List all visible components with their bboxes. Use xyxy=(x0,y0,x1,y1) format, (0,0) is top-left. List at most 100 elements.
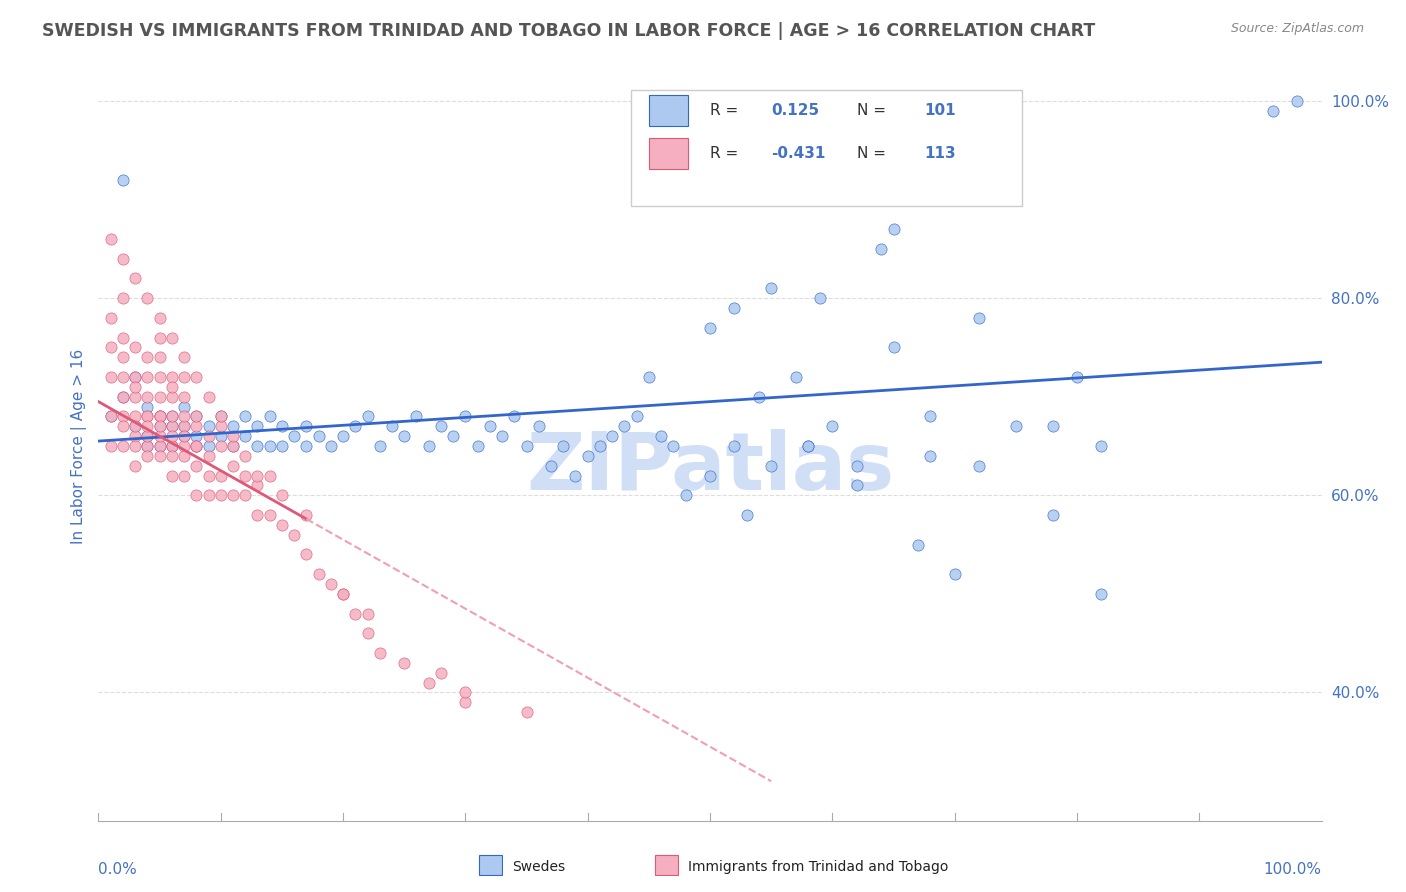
Point xyxy=(136,429,159,443)
Point xyxy=(197,468,219,483)
Point xyxy=(430,665,453,680)
Point xyxy=(124,340,146,354)
Point xyxy=(111,390,134,404)
Point xyxy=(100,232,122,246)
Point xyxy=(136,419,159,434)
Point xyxy=(259,468,281,483)
Point xyxy=(209,419,232,434)
Point xyxy=(160,380,183,394)
Point xyxy=(197,439,219,453)
Point xyxy=(186,429,208,443)
Point xyxy=(173,409,195,424)
Point xyxy=(246,468,269,483)
Point xyxy=(699,468,721,483)
Point xyxy=(124,439,146,453)
Point xyxy=(197,449,219,463)
Point xyxy=(186,419,208,434)
Point xyxy=(100,340,122,354)
Point xyxy=(111,330,134,344)
Point xyxy=(283,429,305,443)
Point xyxy=(173,419,195,434)
Point xyxy=(124,370,146,384)
Point xyxy=(675,488,697,502)
Point xyxy=(149,390,172,404)
Point xyxy=(418,439,440,453)
Point xyxy=(186,439,208,453)
Point xyxy=(356,607,378,621)
Point xyxy=(270,517,294,532)
Point xyxy=(136,390,159,404)
Point xyxy=(1004,419,1026,434)
Point xyxy=(136,449,159,463)
Point xyxy=(124,458,146,473)
Point xyxy=(100,409,122,424)
Point xyxy=(246,478,269,492)
Text: 0.0%: 0.0% xyxy=(98,862,138,877)
Point xyxy=(197,488,219,502)
Point xyxy=(1090,587,1112,601)
Point xyxy=(173,439,195,453)
Point xyxy=(392,429,416,443)
Point xyxy=(149,409,172,424)
Point xyxy=(124,271,146,285)
Point xyxy=(222,488,245,502)
Point xyxy=(246,508,269,522)
Text: N =: N = xyxy=(856,145,896,161)
Point xyxy=(149,449,172,463)
Point xyxy=(136,409,159,424)
Point xyxy=(368,439,391,453)
Point xyxy=(723,439,745,453)
Point xyxy=(111,351,134,365)
Point xyxy=(626,409,648,424)
Point xyxy=(259,409,281,424)
Point xyxy=(173,468,195,483)
Point xyxy=(381,419,404,434)
Point xyxy=(344,419,367,434)
Point xyxy=(111,439,134,453)
Point xyxy=(222,439,245,453)
Point xyxy=(173,419,195,434)
Point xyxy=(392,656,416,670)
Point xyxy=(491,429,513,443)
Point xyxy=(197,419,219,434)
Point xyxy=(173,429,195,443)
Point xyxy=(149,429,172,443)
Point xyxy=(748,390,770,404)
Point xyxy=(124,370,146,384)
Point xyxy=(1261,103,1284,118)
Text: R =: R = xyxy=(710,103,748,118)
Point xyxy=(160,449,183,463)
Point xyxy=(418,675,440,690)
FancyBboxPatch shape xyxy=(648,95,688,126)
Point xyxy=(515,705,537,719)
Point xyxy=(173,351,195,365)
Point xyxy=(259,439,281,453)
Point xyxy=(149,419,172,434)
Point xyxy=(845,478,868,492)
Point xyxy=(454,409,477,424)
FancyBboxPatch shape xyxy=(630,90,1022,206)
Point xyxy=(308,567,330,582)
Point xyxy=(564,468,586,483)
Point xyxy=(222,458,245,473)
Point xyxy=(136,291,159,305)
Point xyxy=(173,449,195,463)
Point xyxy=(100,439,122,453)
Point xyxy=(136,409,159,424)
Point xyxy=(270,488,294,502)
Point xyxy=(332,587,354,601)
Point xyxy=(259,508,281,522)
Point xyxy=(870,242,893,256)
Point xyxy=(920,409,942,424)
Point xyxy=(368,646,391,660)
Point xyxy=(160,409,183,424)
Point xyxy=(270,419,294,434)
Point xyxy=(222,419,245,434)
Point xyxy=(589,439,612,453)
Point xyxy=(160,439,183,453)
Point xyxy=(186,409,208,424)
Point xyxy=(186,488,208,502)
Point xyxy=(209,439,232,453)
Point xyxy=(295,419,318,434)
Point xyxy=(1004,183,1026,197)
